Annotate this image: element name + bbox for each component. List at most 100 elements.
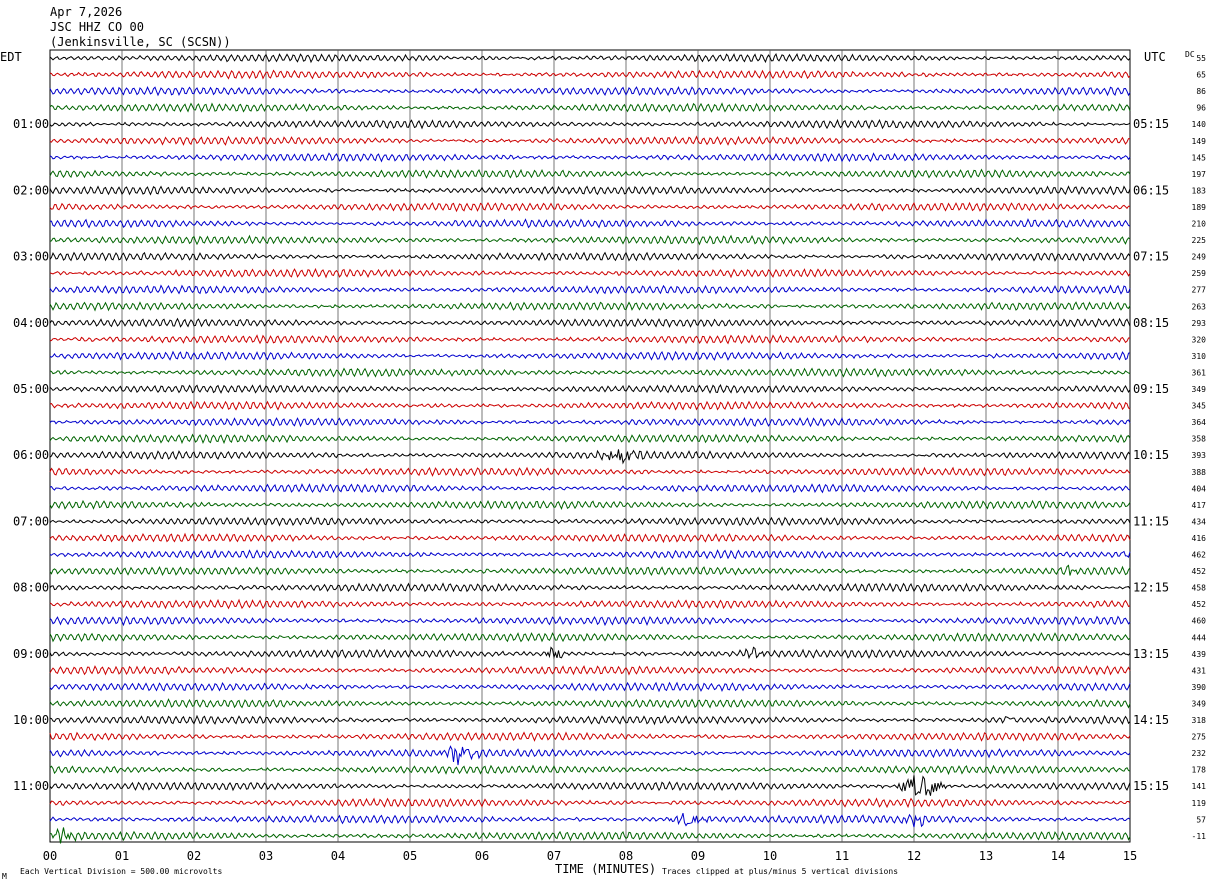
right-hour-label: 12:15 [1133,581,1169,595]
x-tick-label: 00 [43,849,57,863]
header-date: Apr 7,2026 [50,5,122,19]
x-tick-label: 10 [763,849,777,863]
trace-36 [49,646,1131,660]
x-tick-label: 08 [619,849,633,863]
trace-39 [49,698,1131,709]
trace-44 [49,775,1131,796]
trace-38 [49,681,1131,693]
x-tick-labels: 00 01 02 03 04 05 06 07 08 09 10 11 12 13 14 15 [43,849,1137,863]
trace-10 [49,218,1131,229]
x-tick-label: 12 [907,849,921,863]
x-tick-label: 03 [259,849,273,863]
trace-25 [49,466,1131,477]
trace-11 [49,234,1131,246]
trace-15 [49,301,1131,312]
trace-12 [49,251,1131,262]
trace-16 [49,317,1131,328]
minute-gridlines [121,50,1059,842]
trace-35 [49,632,1131,643]
dc-offset-value: 452 [1192,567,1207,576]
trace-6 [49,152,1131,163]
dc-offset-value: 277 [1192,286,1207,295]
header-station: JSC HHZ CO 00 [50,20,144,34]
left-hour-label: 06:00 [13,448,49,462]
trace-41 [49,731,1131,742]
right-hour-label: 09:15 [1133,382,1169,396]
dc-offset-value: 417 [1192,501,1207,510]
dc-offset-value: 263 [1192,302,1207,311]
x-axis-title: TIME (MINUTES) [555,862,656,876]
trace-7 [49,168,1131,179]
plot-frame [49,49,1131,843]
dc-offset-value: 310 [1192,352,1207,361]
dc-offset-value: 349 [1192,385,1207,394]
dc-offset-value: 361 [1192,368,1207,377]
trace-40 [49,714,1131,726]
trace-20 [49,384,1131,394]
dc-offset-value: 96 [1196,104,1206,113]
dc-offset-value: 444 [1192,633,1207,642]
trace-29 [49,532,1131,544]
x-tick-label: 01 [115,849,129,863]
x-tick-label: 07 [547,849,561,863]
right-hour-label: 13:15 [1133,647,1169,661]
left-hour-label: 07:00 [13,514,49,528]
trace-32 [49,582,1131,593]
dc-offset-value: 149 [1192,137,1207,146]
trace-13 [49,267,1131,279]
x-tick-label: 13 [979,849,993,863]
left-hour-labels: 01:00 02:00 03:00 04:00 05:00 06:00 07:00 08:00… [13,117,49,793]
header-location: (Jenkinsville, SC (SCSN)) [50,35,231,49]
trace-34 [49,615,1131,627]
dc-offset-value: 65 [1196,71,1206,80]
x-tick-label: 02 [187,849,201,863]
right-hour-label: 05:15 [1133,117,1169,131]
dc-offset-value: 189 [1192,203,1207,212]
trace-19 [49,367,1131,378]
dc-offset-value: 345 [1192,402,1207,411]
trace-30 [49,549,1131,560]
dc-offset-value: 141 [1192,782,1207,791]
dc-label: DC [1185,50,1195,59]
dc-offset-value: 232 [1192,749,1207,758]
dc-offset-value: 458 [1192,584,1207,593]
corner-mark: M [2,872,7,881]
trace-14 [49,284,1131,295]
trace-26 [49,483,1131,494]
dc-offset-value: 293 [1192,319,1207,328]
dc-offset-value: 55 [1196,54,1206,63]
dc-offset-value: 431 [1192,666,1207,675]
dc-offset-value: 275 [1192,733,1207,742]
dc-offset-value: 57 [1196,815,1206,824]
trace-9 [49,201,1130,213]
clip-note: Traces clipped at plus/minus 5 vertical … [662,867,898,876]
trace-23 [49,433,1131,445]
trace-3 [49,102,1131,113]
right-hour-label: 08:15 [1133,316,1169,330]
dc-offset-value: 210 [1192,220,1207,229]
trace-46 [49,812,1131,828]
left-hour-label: 09:00 [13,647,49,661]
right-hour-label: 10:15 [1133,448,1169,462]
left-hour-label: 03:00 [13,250,49,264]
trace-45 [49,797,1131,809]
dc-offset-value: 388 [1192,468,1207,477]
trace-42 [49,745,1131,766]
left-hour-label: 10:00 [13,713,49,727]
dc-offset-value: 460 [1192,617,1207,626]
dc-offset-value: 404 [1192,484,1207,493]
trace-1 [49,69,1131,80]
dc-offset-value: 364 [1192,418,1207,427]
dc-offset-value: 452 [1192,600,1207,609]
trace-37 [49,665,1131,676]
right-hour-label: 14:15 [1133,713,1169,727]
left-hour-label: 04:00 [13,316,49,330]
trace-group [49,52,1131,844]
left-hour-label: 05:00 [13,382,49,396]
dc-offset-value: -11 [1192,832,1207,841]
left-hour-label: 08:00 [13,581,49,595]
dc-offset-value: 393 [1192,451,1207,460]
x-tick-label: 14 [1051,849,1065,863]
trace-28 [49,516,1131,527]
